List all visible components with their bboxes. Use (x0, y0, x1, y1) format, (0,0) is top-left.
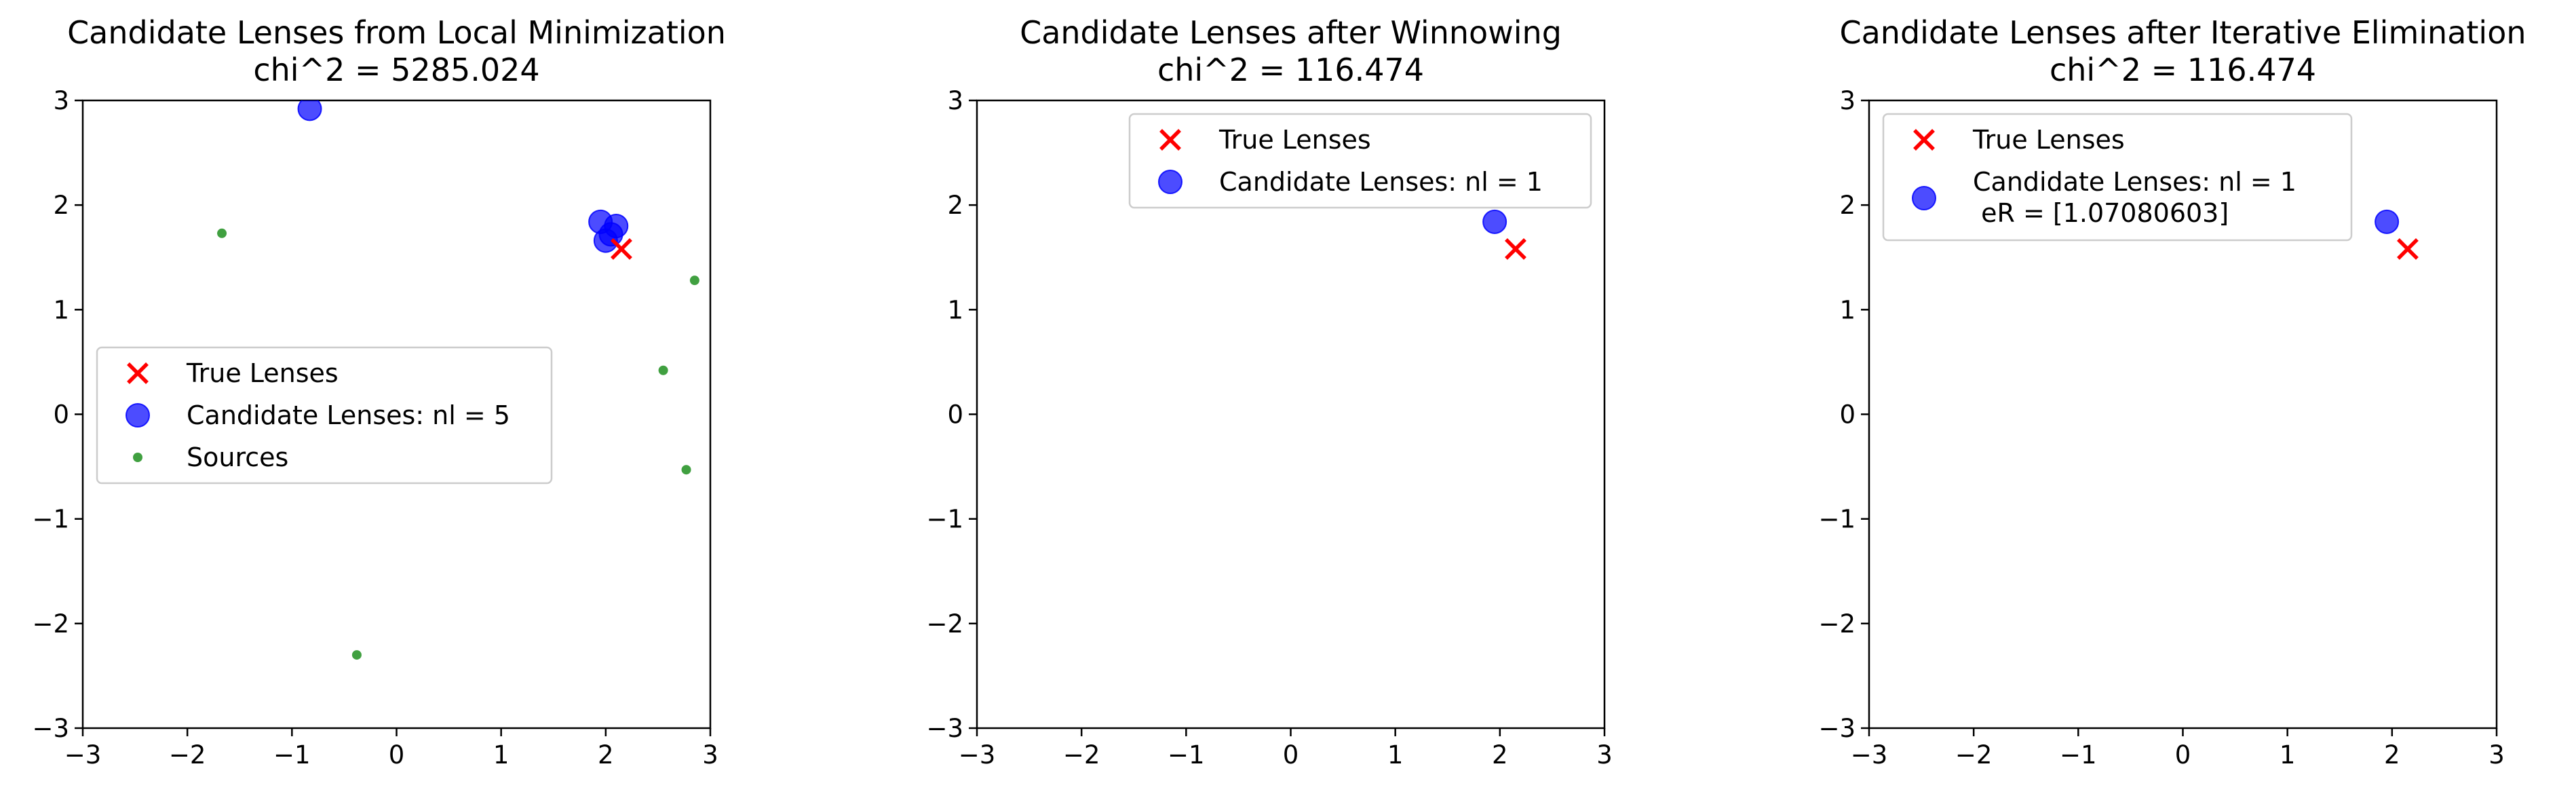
y-tick-label: −1 (1818, 505, 1856, 534)
data-layer (1482, 209, 1526, 260)
y-tick-label: 1 (53, 295, 69, 324)
x-tick-label: 0 (389, 740, 405, 770)
x-tick-label: −2 (1955, 740, 1993, 770)
legend: True Lenses Candidate Lenses: nl = 1 (1128, 113, 1592, 209)
legend-label: True Lenses (1218, 125, 1371, 155)
source-point (658, 365, 668, 375)
y-tick-label: −2 (32, 609, 69, 639)
y-tick-label: −1 (32, 505, 69, 534)
chart-title-line: Candidate Lenses from Local Minimization (67, 14, 726, 51)
y-tick-label: 2 (1839, 191, 1856, 220)
true-lens-marker-legend (1913, 129, 1935, 151)
x-tick-label: −3 (1851, 740, 1888, 770)
y-tick-label: 0 (1839, 400, 1856, 430)
legend-box (1882, 113, 2353, 242)
chart-title-line: Candidate Lenses after Iterative Elimina… (1840, 14, 2526, 51)
chart-panel-3: Candidate Lenses after Iterative Elimina… (1818, 14, 2526, 770)
legend-box (96, 346, 553, 485)
legend-label: eR = [1.07080603] (1973, 198, 2229, 228)
x-tick-label: −2 (169, 740, 206, 770)
x-tick-label: 2 (1492, 740, 1508, 770)
y-tick-label: 2 (53, 191, 69, 220)
data-layer (2375, 209, 2419, 260)
true-lens-marker (1505, 238, 1526, 260)
legend-label: True Lenses (186, 358, 339, 388)
y-tick-label: 1 (947, 295, 963, 324)
x-tick-label: −1 (2060, 740, 2097, 770)
chart-title-line: chi^2 = 5285.024 (253, 52, 539, 88)
x-tick-label: −3 (959, 740, 996, 770)
y-tick-label: 1 (1839, 295, 1856, 324)
source-point (689, 276, 699, 286)
candidate-lens-point (1482, 209, 1507, 234)
data-layer (217, 100, 699, 660)
x-tick-label: 3 (702, 740, 718, 770)
y-tick-label: −1 (926, 505, 963, 534)
true-lens-marker (611, 238, 632, 260)
y-tick-label: 2 (947, 191, 963, 220)
chart-panel-1: Candidate Lenses from Local Minimization… (32, 14, 725, 770)
source-point (351, 650, 362, 660)
legend-label: Candidate Lenses: nl = 5 (187, 400, 510, 430)
y-tick-label: −3 (926, 714, 963, 743)
x-tick-label: 3 (1596, 740, 1613, 770)
x-tick-label: −1 (273, 740, 311, 770)
y-tick-label: −2 (926, 609, 963, 639)
y-tick-label: −2 (1818, 609, 1856, 639)
legend-box (1128, 113, 1592, 209)
x-tick-label: 0 (2175, 740, 2191, 770)
y-tick-label: 3 (53, 86, 69, 115)
x-tick-label: −3 (64, 740, 102, 770)
y-tick-label: −3 (32, 714, 69, 743)
candidate-lens-point-legend (1912, 186, 1936, 210)
x-tick-label: −1 (1168, 740, 1205, 770)
candidate-lens-point-legend (126, 403, 150, 428)
candidate-lens-point (598, 222, 623, 247)
x-tick-label: 0 (1283, 740, 1299, 770)
true-lens-marker-legend (1159, 129, 1181, 151)
legend-label: Candidate Lenses: nl = 1 (1973, 167, 2296, 197)
y-tick-label: 0 (53, 400, 69, 430)
true-lens-marker-legend (127, 362, 149, 384)
candidate-lens-point (297, 100, 322, 121)
chart-title-line: Candidate Lenses after Winnowing (1020, 14, 1562, 51)
x-tick-label: −2 (1063, 740, 1100, 770)
candidate-lens-point (2375, 209, 2400, 234)
true-lens-marker (2397, 238, 2419, 260)
x-tick-label: 2 (2384, 740, 2400, 770)
x-tick-label: 1 (1387, 740, 1404, 770)
y-tick-label: 3 (947, 86, 963, 115)
legend-label: Sources (187, 442, 288, 472)
chart-title-line: chi^2 = 116.474 (2050, 52, 2316, 88)
legend: True Lenses Candidate Lenses: nl = 1 eR =… (1882, 113, 2353, 242)
y-tick-label: 3 (1839, 86, 1856, 115)
legend: True Lenses Candidate Lenses: nl = 5 Sourc… (96, 346, 553, 485)
legend-label: True Lenses (1972, 125, 2125, 155)
x-tick-label: 1 (493, 740, 510, 770)
source-point-legend (133, 453, 142, 462)
x-tick-label: 2 (598, 740, 614, 770)
y-tick-label: −3 (1818, 714, 1856, 743)
chart-title-line: chi^2 = 116.474 (1157, 52, 1424, 88)
legend-label: Candidate Lenses: nl = 1 (1219, 167, 1543, 197)
x-tick-label: 1 (2280, 740, 2296, 770)
y-tick-label: 0 (947, 400, 963, 430)
x-tick-label: 3 (2488, 740, 2505, 770)
source-point (681, 465, 691, 475)
source-point (217, 228, 227, 238)
candidate-lens-point-legend (1158, 170, 1183, 194)
